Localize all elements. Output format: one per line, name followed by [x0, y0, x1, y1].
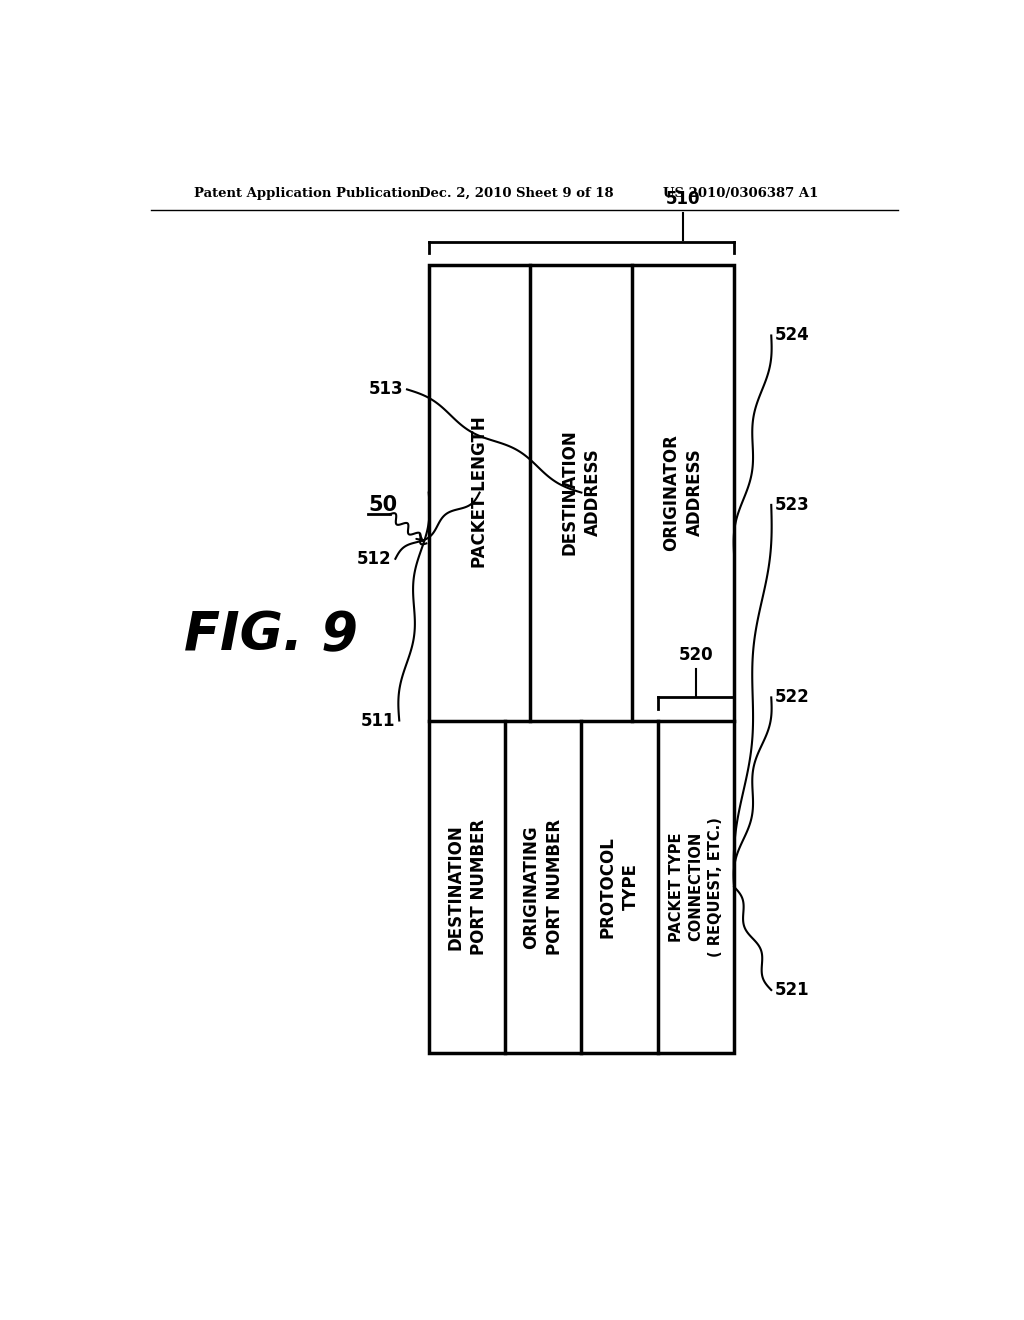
Text: 512: 512 [357, 550, 391, 568]
Text: FIG. 9: FIG. 9 [184, 610, 358, 661]
Text: Dec. 2, 2010: Dec. 2, 2010 [419, 186, 511, 199]
Text: 513: 513 [369, 380, 403, 399]
Text: DESTINATION
PORT NUMBER: DESTINATION PORT NUMBER [446, 818, 487, 954]
Text: 523: 523 [775, 496, 810, 513]
Text: ORIGINATING
PORT NUMBER: ORIGINATING PORT NUMBER [522, 818, 564, 954]
Text: US 2010/0306387 A1: US 2010/0306387 A1 [663, 186, 818, 199]
Text: 521: 521 [775, 981, 810, 999]
Text: 50: 50 [369, 495, 397, 515]
Text: PACKET LENGTH: PACKET LENGTH [471, 417, 488, 569]
Bar [429, 264, 734, 1053]
Text: Sheet 9 of 18: Sheet 9 of 18 [515, 186, 613, 199]
Text: Patent Application Publication: Patent Application Publication [194, 186, 421, 199]
Text: 522: 522 [775, 689, 810, 706]
Text: DESTINATION
ADDRESS: DESTINATION ADDRESS [560, 430, 602, 556]
Text: 510: 510 [666, 190, 700, 209]
Text: 520: 520 [679, 645, 713, 664]
Text: PROTOCOL
TYPE: PROTOCOL TYPE [599, 836, 640, 937]
Text: PACKET TYPE
CONNECTION
( REQUEST, ETC.): PACKET TYPE CONNECTION ( REQUEST, ETC.) [669, 817, 723, 957]
Text: 511: 511 [360, 711, 395, 730]
Text: 524: 524 [775, 326, 810, 345]
Text: ORIGINATOR
ADDRESS: ORIGINATOR ADDRESS [663, 434, 703, 550]
